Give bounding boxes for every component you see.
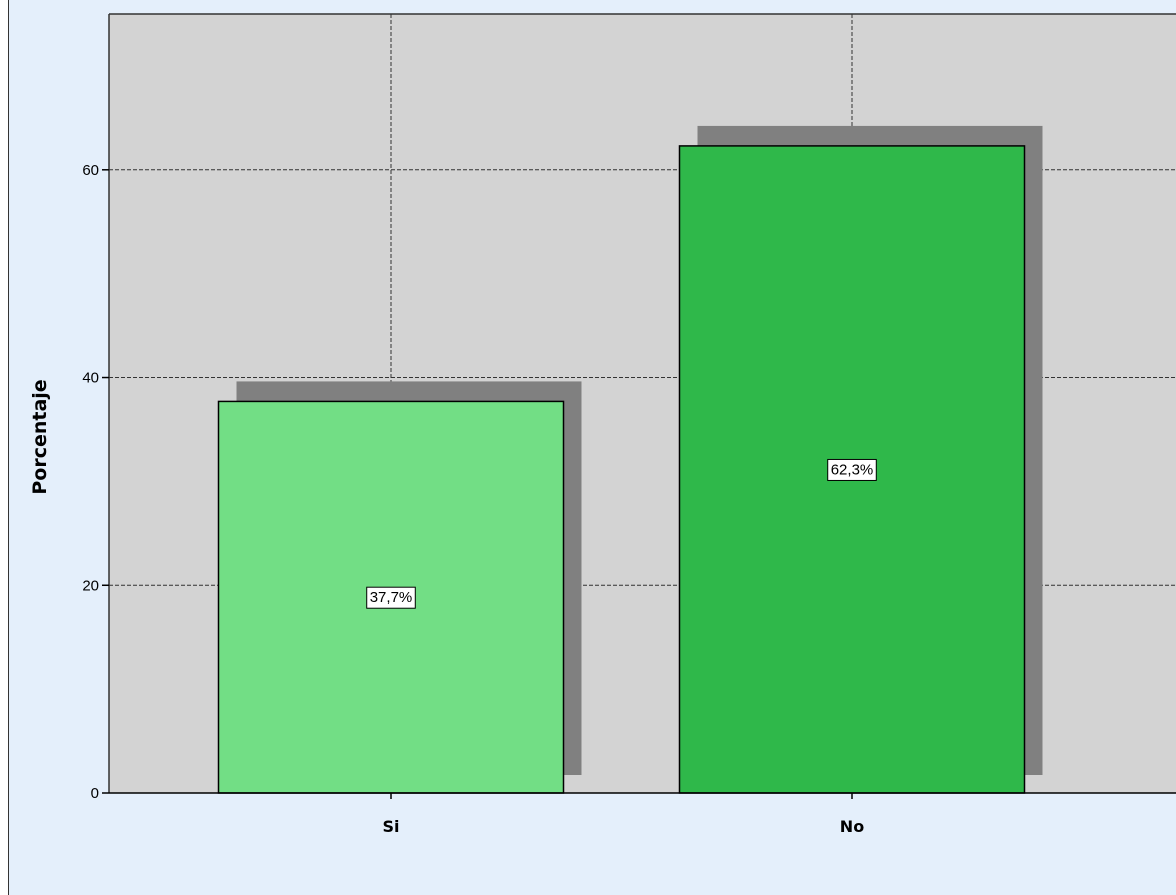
y-tick-label-0: 0 <box>91 785 99 802</box>
data-label-si: 37,7% <box>366 586 416 609</box>
x-tick-label-si: Si <box>382 817 399 836</box>
y-tick-label-20: 20 <box>82 577 99 594</box>
y-tick-label-40: 40 <box>82 370 99 387</box>
data-label-text-si: 37,7% <box>370 589 413 606</box>
y-axis-title: Porcentaje <box>29 379 51 494</box>
x-tick-label-no: No <box>840 817 864 836</box>
data-label-no: 62,3% <box>827 458 877 481</box>
data-label-box-si <box>366 586 416 609</box>
data-label-text-no: 62,3% <box>831 461 874 478</box>
data-label-box-no <box>827 458 877 481</box>
data-labels: 37,7% 62,3% <box>366 458 877 609</box>
y-tick-label-60: 60 <box>82 162 99 179</box>
axis-ticks: Si No 0 20 40 60 <box>82 162 864 836</box>
